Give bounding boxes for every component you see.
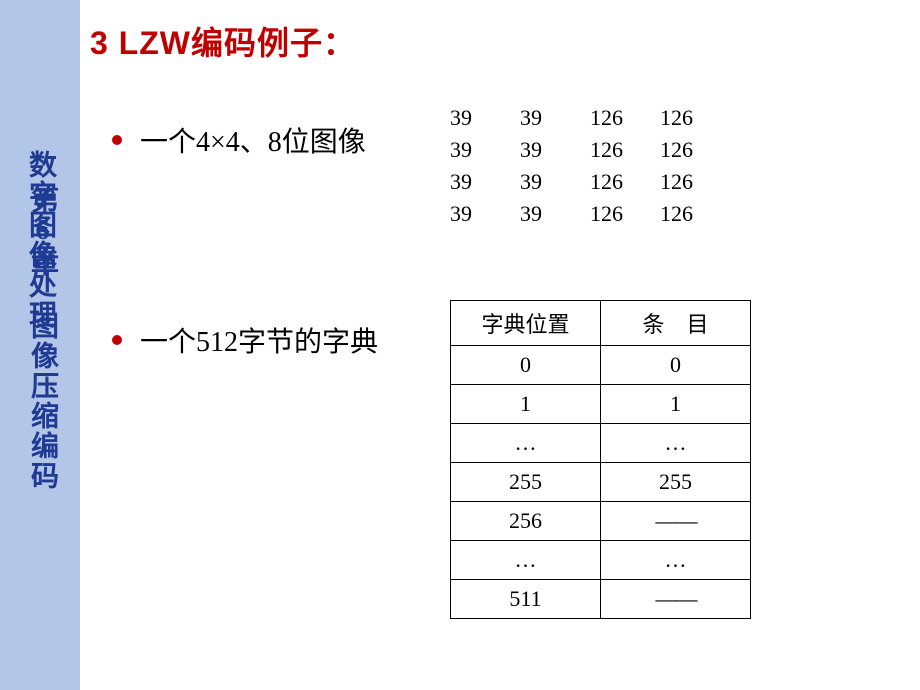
- table-row: 00: [451, 346, 751, 385]
- matrix-row: 39 39 126 126: [450, 201, 730, 227]
- image-matrix: 39 39 126 126 39 39 126 126 39 39 126 12…: [450, 105, 730, 233]
- table-row: ……: [451, 424, 751, 463]
- sidebar: 数字图像处理 第6章 图像压缩编码: [0, 0, 80, 690]
- table-header-row: 字典位置 条 目: [451, 301, 751, 346]
- bullet-1: 一个4×4、8位图像: [112, 120, 366, 160]
- table-row: 256——: [451, 502, 751, 541]
- header-pos: 字典位置: [451, 301, 601, 346]
- bullet-1-text: 一个4×4、8位图像: [140, 120, 366, 160]
- table-row: ……: [451, 541, 751, 580]
- sidebar-title-2: 第6章 图像压缩编码: [22, 185, 62, 491]
- bullet-dot-icon: [112, 335, 122, 345]
- matrix-row: 39 39 126 126: [450, 105, 730, 131]
- bullet-2-text: 一个512字节的字典: [140, 320, 378, 360]
- table-row: 255255: [451, 463, 751, 502]
- header-entry: 条 目: [601, 301, 751, 346]
- matrix-row: 39 39 126 126: [450, 137, 730, 163]
- table-row: 511——: [451, 580, 751, 619]
- bullet-dot-icon: [112, 135, 122, 145]
- bullet-2: 一个512字节的字典: [112, 320, 378, 360]
- matrix-row: 39 39 126 126: [450, 169, 730, 195]
- slide-heading: 3 LZW编码例子：: [90, 18, 356, 64]
- dictionary-table: 字典位置 条 目 00 11 …… 255255 256—— …… 511——: [450, 300, 751, 619]
- table-row: 11: [451, 385, 751, 424]
